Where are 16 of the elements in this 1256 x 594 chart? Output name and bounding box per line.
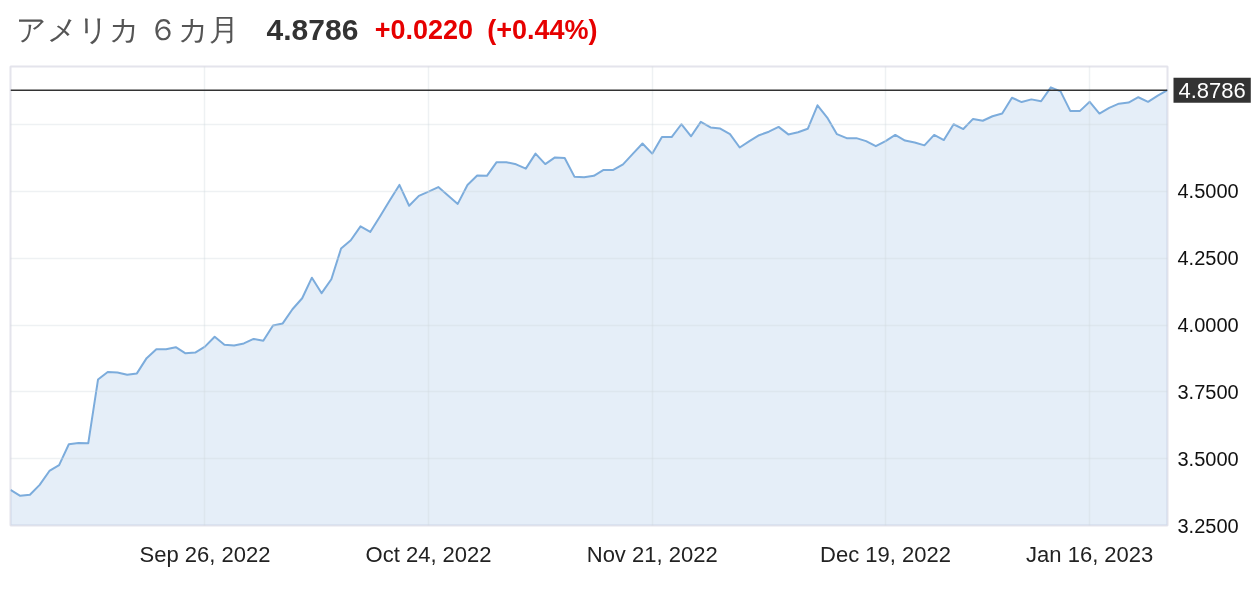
y-tick-label: 4.2500 [1177,247,1239,270]
y-tick-label: 4.0000 [1177,314,1239,336]
x-tick-label: Nov 21, 2022 [586,541,718,567]
y-tick-label: 3.5000 [1177,447,1239,470]
x-tick-label: Sep 26, 2022 [139,541,271,567]
y-tick-label: 4.5000 [1177,180,1239,203]
chart-title: アメリカ ６カ月 [16,13,240,46]
ref-line-label: 4.8786 [1178,77,1246,103]
x-tick-label: Oct 24, 2022 [365,541,492,567]
text: (+0.44%) [487,14,598,45]
x-tick-label: Jan 16, 2023 [1026,541,1154,567]
text: 4.8786 [266,12,359,46]
x-tick-label: Dec 19, 2022 [820,541,951,567]
y-tick-label: 3.2500 [1177,514,1239,537]
text: +0.0220 [374,15,474,45]
y-tick-label: 3.7500 [1177,380,1239,403]
